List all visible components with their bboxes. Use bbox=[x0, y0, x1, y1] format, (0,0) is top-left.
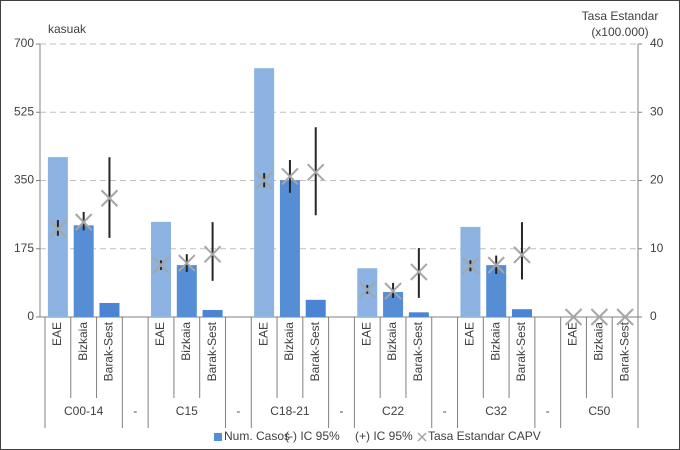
x-tick-label: EAE bbox=[463, 322, 477, 346]
group-label: C32 bbox=[485, 404, 507, 418]
bar bbox=[305, 299, 326, 317]
legend-label: Tasa Estandar CAPV bbox=[428, 429, 541, 443]
bar bbox=[73, 225, 94, 317]
y2-tick-label: 30 bbox=[650, 104, 664, 118]
x-tick-label: Barak-Sest bbox=[514, 321, 528, 381]
legend-label: Num. Casos bbox=[224, 429, 290, 443]
group-label: - bbox=[133, 404, 137, 418]
x-tick-label: Barak-Sest bbox=[102, 321, 116, 381]
bar bbox=[99, 302, 120, 317]
x-tick-label: Barak-Sest bbox=[308, 321, 322, 381]
bar bbox=[254, 68, 275, 318]
rate-marker bbox=[49, 220, 67, 238]
legend-label: (-) IC 95% bbox=[285, 429, 340, 443]
group-label: - bbox=[546, 404, 550, 418]
y2-tick-label: 20 bbox=[650, 173, 664, 187]
rate-marker bbox=[513, 246, 531, 264]
rate-marker bbox=[590, 308, 609, 326]
rate-marker bbox=[255, 171, 273, 190]
rate-marker bbox=[74, 213, 93, 231]
group-label: - bbox=[340, 404, 344, 418]
bar bbox=[486, 265, 507, 317]
rate-marker bbox=[203, 245, 222, 263]
rate-marker bbox=[616, 308, 634, 326]
rate-marker bbox=[487, 256, 505, 274]
group-label: C50 bbox=[588, 404, 610, 418]
rate-marker bbox=[564, 308, 583, 326]
y2-tick-label: 10 bbox=[650, 241, 664, 255]
rate-marker bbox=[281, 167, 299, 186]
x-tick-label: EAE bbox=[153, 322, 167, 346]
y-axis-label: kasuak bbox=[48, 22, 87, 36]
rate-marker bbox=[152, 256, 170, 274]
x-tick-label: Barak-Sest bbox=[411, 321, 425, 381]
group-label: - bbox=[443, 404, 447, 418]
x-tick-label: Barak-Sest bbox=[205, 321, 219, 381]
legend-swatch bbox=[214, 433, 222, 441]
rate-marker bbox=[358, 280, 376, 299]
x-tick-label: EAE bbox=[566, 322, 580, 346]
bar bbox=[460, 226, 481, 317]
y2-axis-label: Tasa Estandar (x100.000) bbox=[581, 9, 659, 39]
group-label: - bbox=[236, 404, 240, 418]
bar bbox=[176, 265, 197, 317]
y2-tick-label: 0 bbox=[650, 309, 657, 323]
x-tick-label: Bizkaia bbox=[591, 322, 605, 361]
bar bbox=[202, 309, 223, 317]
legend-label: (+) IC 95% bbox=[355, 429, 413, 443]
bar bbox=[383, 292, 404, 317]
y-tick-label: 175 bbox=[14, 241, 34, 255]
rate-marker bbox=[461, 257, 480, 275]
rate-marker bbox=[178, 254, 196, 272]
y-tick-label: 0 bbox=[27, 309, 34, 323]
bar bbox=[279, 180, 300, 317]
group-label: C22 bbox=[382, 404, 404, 418]
group-label: C00-14 bbox=[64, 404, 104, 418]
legend-swatch bbox=[417, 432, 427, 442]
bar bbox=[408, 312, 429, 317]
rate-marker bbox=[410, 263, 428, 281]
x-tick-label: Bizkaia bbox=[76, 322, 90, 361]
rate-marker bbox=[100, 189, 119, 207]
rate-marker bbox=[307, 163, 325, 182]
x-tick-label: Bizkaia bbox=[488, 322, 502, 361]
x-tick-label: Bizkaia bbox=[385, 322, 399, 361]
x-tick-label: EAE bbox=[256, 322, 270, 346]
bar bbox=[47, 157, 68, 317]
x-tick-label: EAE bbox=[359, 322, 373, 346]
y-tick-label: 350 bbox=[14, 173, 34, 187]
y-tick-label: 700 bbox=[14, 36, 34, 50]
x-tick-label: Bizkaia bbox=[282, 322, 296, 361]
x-tick-label: Barak-Sest bbox=[617, 321, 631, 381]
x-tick-label: EAE bbox=[50, 322, 64, 346]
rate-marker bbox=[384, 282, 402, 300]
bar bbox=[511, 309, 532, 317]
y2-tick-label: 40 bbox=[650, 36, 664, 50]
group-label: C18-21 bbox=[270, 404, 310, 418]
y-tick-label: 525 bbox=[14, 104, 34, 118]
group-label: C15 bbox=[176, 404, 198, 418]
x-tick-label: Bizkaia bbox=[179, 322, 193, 361]
